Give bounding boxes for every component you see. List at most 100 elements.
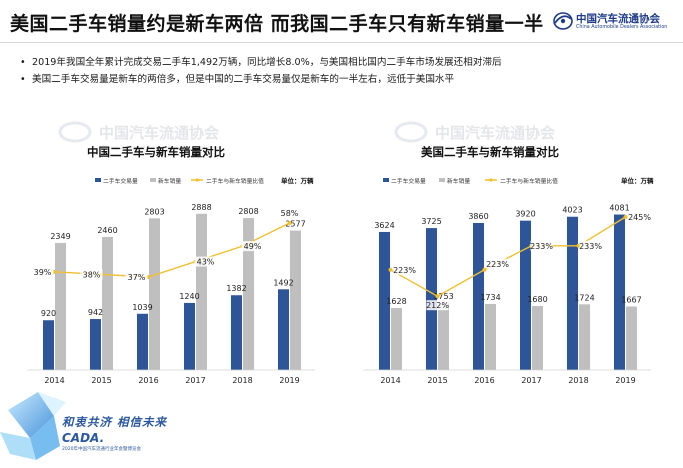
ratio-label-bg [194, 256, 217, 267]
bar-label-used: 3920 [515, 210, 535, 219]
watermark-emblem-icon [58, 121, 92, 143]
x-tick-label: 2018 [232, 376, 252, 385]
bar-label-new: 2888 [191, 203, 211, 212]
bar-label-new: 1724 [574, 293, 594, 302]
bullet-list: 2019年我国全年累计完成交易二手车1,492万辆，同比增长8.0%，与美国相比… [20, 54, 502, 88]
logo-emblem-icon [553, 12, 573, 30]
ratio-label: 233% [530, 242, 553, 251]
ratio-label: 38% [83, 270, 101, 279]
x-tick-label: 2015 [427, 376, 447, 385]
bar-label-used: 1240 [179, 292, 199, 301]
bar-used [520, 220, 531, 370]
bar-label-new: 2349 [50, 232, 70, 241]
logo-text: 中国汽车流通协会 [576, 13, 660, 25]
bar-label-used: 4081 [609, 204, 629, 213]
bar-used [567, 216, 578, 370]
x-tick-label: 2019 [279, 376, 299, 385]
bar-label-used: 3624 [374, 221, 394, 230]
bar-label-new: 1667 [621, 295, 641, 304]
page-title: 美国二手车销量约是新车两倍 而我国二手车只有新车销量一半 [10, 13, 544, 35]
bar-label-new: 2803 [144, 207, 164, 216]
legend-label: 二手车交易量 [391, 177, 426, 185]
watermark-emblem-icon [394, 121, 428, 143]
bar-label-new: 1628 [386, 297, 406, 306]
ratio-label: 233% [579, 242, 602, 251]
bar-label-new: 1753 [433, 292, 453, 301]
x-tick-label: 2019 [615, 376, 635, 385]
x-tick-label: 2016 [474, 376, 494, 385]
bar-new [438, 303, 449, 370]
ratio-label: 39% [34, 268, 52, 277]
unit-label: 单位：万辆 [281, 176, 314, 185]
legend-label: 二手车交易量 [103, 177, 138, 185]
bullet-item: 2019年我国全年累计完成交易二手车1,492万辆，同比增长8.0%，与美国相比… [20, 54, 502, 71]
bar-new [579, 304, 590, 370]
ratio-point [388, 267, 393, 272]
ratio-line [390, 216, 626, 298]
logo: 中国汽车流通协会 China Automobile Dealers Associ… [552, 10, 678, 36]
ratio-label: 212% [426, 301, 449, 310]
bar-new [532, 306, 543, 370]
legend-label: 二手车与新车销量比值 [206, 177, 264, 185]
bar-label-new: 1680 [527, 295, 547, 304]
watermark-subtext: China Automobile Dealers Association [101, 145, 215, 152]
x-tick-label: 2017 [521, 376, 541, 385]
watermark-subtext: China Automobile Dealers Association [437, 145, 551, 152]
legend-swatch-used [95, 178, 101, 182]
bar-used [614, 214, 625, 370]
legend-swatch-new [150, 178, 156, 182]
bar-used [137, 313, 148, 370]
footer-brand: CADA. [62, 431, 105, 445]
bar-new [626, 306, 637, 370]
legend-swatch-used [383, 178, 389, 182]
ratio-label: 43% [197, 258, 215, 267]
ratio-label-bg [80, 269, 103, 280]
bar-label-used: 1039 [132, 303, 152, 312]
unit-label: 单位：万辆 [621, 176, 654, 185]
bar-new [290, 230, 301, 370]
ratio-label: 49% [244, 242, 262, 251]
bar-new [243, 218, 254, 370]
ratio-label-bg [125, 272, 148, 282]
logo-subtext: China Automobile Dealers Association [576, 25, 668, 30]
ratio-label-bg [393, 264, 416, 275]
bar-used [43, 320, 54, 370]
ratio-label-bg [486, 258, 509, 269]
bar-label-used: 4023 [562, 206, 582, 215]
legend-label: 新车销量 [447, 177, 470, 185]
bar-used [184, 302, 195, 370]
chart-title: 中国二手车与新车销量对比 [87, 145, 225, 159]
legend-label: 新车销量 [158, 177, 181, 185]
bar-new [149, 218, 160, 370]
ratio-point [435, 294, 440, 299]
bar-new [196, 213, 207, 370]
watermark-text: 中国汽车流通协会 [99, 124, 219, 142]
watermark-text: 中国汽车流通协会 [435, 124, 555, 142]
bullet-item: 美国二手车交易量是新车的两倍多，但是中国的二手车交易量仅是新车的一半左右，远低于… [20, 71, 502, 88]
ratio-label-bg [530, 240, 553, 251]
bar-used [90, 319, 101, 370]
china-sales-chart: 中国汽车流通协会 China Automobile Dealers Associa… [27, 121, 315, 385]
ratio-label: 223% [393, 266, 416, 275]
ratio-label: 245% [628, 213, 651, 222]
bar-label-used: 3860 [468, 212, 488, 221]
bar-used [426, 228, 437, 370]
bar-used [379, 231, 390, 370]
bar-used [278, 289, 289, 370]
ratio-label: 58% [281, 209, 299, 218]
bar-new [55, 242, 66, 370]
x-tick-label: 2014 [44, 376, 64, 385]
ratio-label-bg [628, 212, 651, 222]
us-sales-chart: 中国汽车流通协会 China Automobile Dealers Associa… [363, 121, 654, 385]
legend-swatch-ratio-marker [489, 178, 493, 182]
bar-used [231, 295, 242, 370]
ratio-label: 223% [486, 260, 509, 269]
bar-label-new: 2460 [97, 226, 117, 235]
ratio-label: 37% [128, 273, 146, 282]
ratio-point [623, 215, 628, 219]
legend-swatch-new [439, 178, 445, 182]
ratio-label-bg [241, 241, 264, 252]
bar-label-used: 1492 [273, 278, 293, 287]
footer-event: 2020年中国汽车流通行业年会暨博览会 [62, 447, 141, 452]
bar-new [391, 307, 402, 370]
